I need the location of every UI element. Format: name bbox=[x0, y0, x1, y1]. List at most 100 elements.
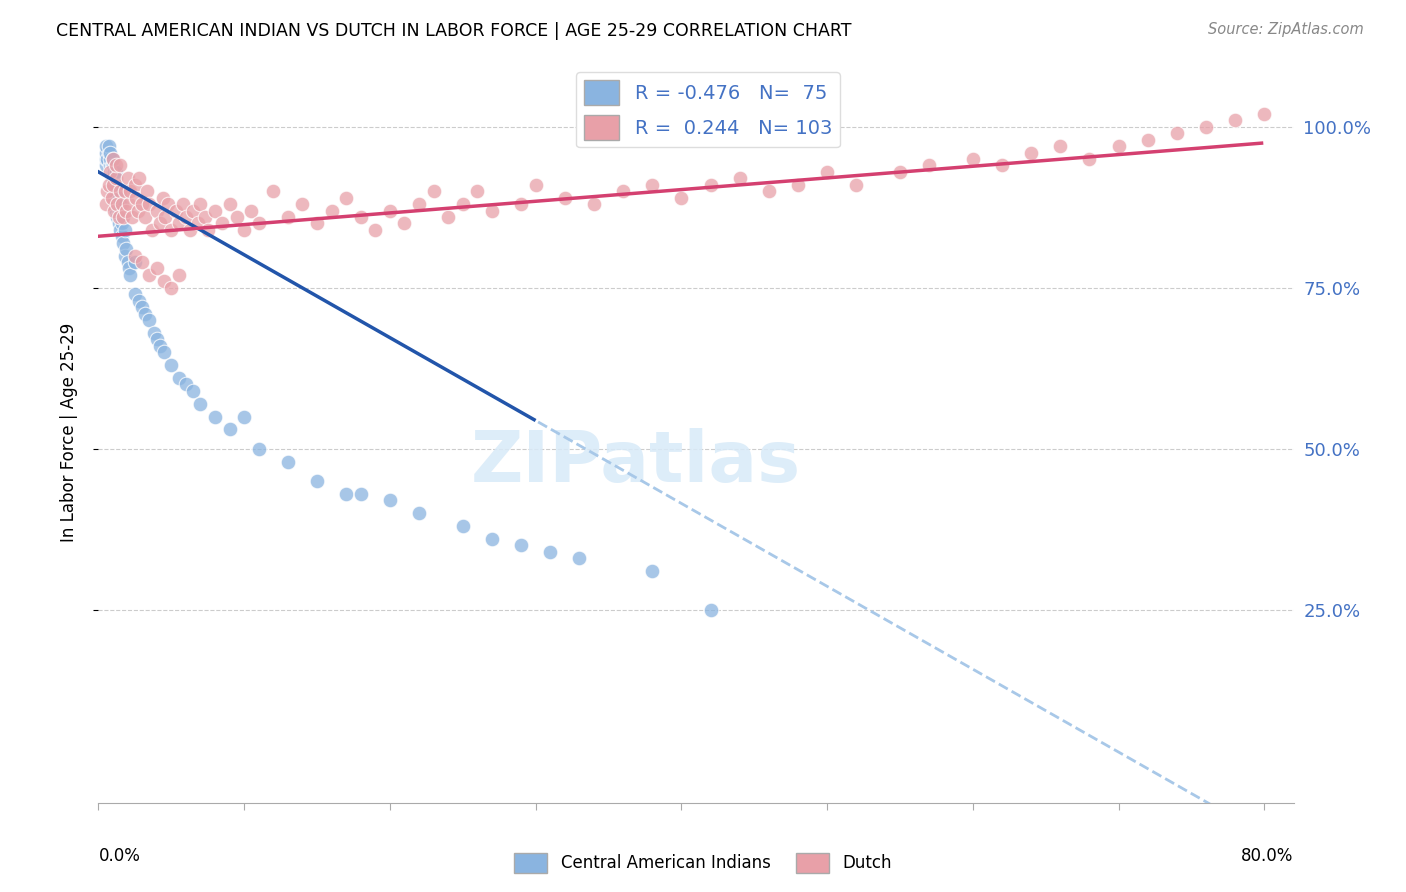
Point bbox=[134, 210, 156, 224]
Point bbox=[394, 216, 416, 230]
Point bbox=[131, 300, 153, 314]
Point bbox=[204, 409, 226, 424]
Point bbox=[128, 293, 150, 308]
Point bbox=[350, 210, 373, 224]
Point bbox=[145, 332, 167, 346]
Point bbox=[124, 255, 146, 269]
Point bbox=[103, 165, 125, 179]
Point bbox=[138, 268, 160, 282]
Point bbox=[291, 197, 314, 211]
Point bbox=[510, 197, 533, 211]
Point bbox=[225, 210, 247, 224]
Point bbox=[101, 165, 124, 179]
Point bbox=[451, 197, 474, 211]
Point bbox=[815, 165, 838, 179]
Point bbox=[918, 158, 941, 172]
Point bbox=[135, 184, 157, 198]
Point bbox=[105, 197, 128, 211]
Point bbox=[105, 197, 128, 211]
Point bbox=[145, 203, 167, 218]
Point bbox=[125, 191, 148, 205]
Point bbox=[98, 145, 121, 160]
Point bbox=[104, 178, 127, 192]
Point bbox=[114, 184, 136, 198]
Point bbox=[305, 216, 328, 230]
Point bbox=[197, 223, 219, 237]
Point bbox=[538, 545, 561, 559]
Point bbox=[845, 178, 868, 192]
Point bbox=[1195, 120, 1218, 134]
Point bbox=[437, 210, 460, 224]
Point bbox=[115, 203, 138, 218]
Point bbox=[172, 197, 194, 211]
Point bbox=[1049, 139, 1071, 153]
Point bbox=[111, 197, 134, 211]
Point bbox=[1019, 145, 1042, 160]
Point bbox=[131, 197, 153, 211]
Point bbox=[233, 409, 256, 424]
Point bbox=[100, 191, 122, 205]
Point bbox=[98, 152, 121, 166]
Point bbox=[1108, 139, 1130, 153]
Point bbox=[104, 203, 127, 218]
Point bbox=[141, 223, 163, 237]
Text: ZIPatlas: ZIPatlas bbox=[471, 428, 801, 497]
Point bbox=[101, 171, 124, 186]
Point bbox=[110, 210, 132, 224]
Point bbox=[758, 184, 780, 198]
Point bbox=[218, 422, 240, 436]
Point bbox=[108, 216, 131, 230]
Point bbox=[510, 538, 533, 552]
Point bbox=[104, 165, 127, 179]
Point bbox=[97, 178, 120, 192]
Point bbox=[190, 397, 212, 411]
Point bbox=[115, 242, 138, 256]
Point bbox=[103, 203, 125, 218]
Point bbox=[1225, 113, 1247, 128]
Point bbox=[641, 564, 664, 578]
Point bbox=[127, 203, 149, 218]
Point bbox=[194, 210, 217, 224]
Point bbox=[103, 178, 125, 192]
Point bbox=[94, 139, 117, 153]
Point bbox=[103, 191, 125, 205]
Point bbox=[190, 197, 212, 211]
Point bbox=[262, 184, 284, 198]
Text: Source: ZipAtlas.com: Source: ZipAtlas.com bbox=[1208, 22, 1364, 37]
Point bbox=[167, 371, 190, 385]
Point bbox=[247, 216, 270, 230]
Point bbox=[160, 358, 183, 372]
Point bbox=[568, 551, 591, 566]
Point bbox=[218, 197, 240, 211]
Point bbox=[211, 216, 233, 230]
Point bbox=[641, 178, 664, 192]
Point bbox=[321, 203, 343, 218]
Point bbox=[94, 145, 117, 160]
Point bbox=[524, 178, 547, 192]
Point bbox=[153, 345, 176, 359]
Point bbox=[157, 197, 180, 211]
Point bbox=[96, 184, 118, 198]
Point bbox=[117, 171, 139, 186]
Point bbox=[105, 210, 128, 224]
Point bbox=[1253, 107, 1275, 121]
Point bbox=[181, 203, 204, 218]
Point bbox=[142, 326, 165, 340]
Point bbox=[110, 223, 132, 237]
Point bbox=[120, 184, 142, 198]
Point bbox=[104, 158, 127, 172]
Point bbox=[167, 268, 190, 282]
Point bbox=[889, 165, 911, 179]
Point bbox=[612, 184, 634, 198]
Point bbox=[110, 184, 132, 198]
Point bbox=[186, 216, 208, 230]
Point bbox=[1166, 126, 1188, 140]
Point bbox=[101, 152, 124, 166]
Point bbox=[335, 487, 357, 501]
Point bbox=[124, 249, 146, 263]
Point bbox=[149, 216, 172, 230]
Point bbox=[277, 210, 299, 224]
Point bbox=[335, 191, 357, 205]
Point bbox=[96, 152, 118, 166]
Point bbox=[97, 145, 120, 160]
